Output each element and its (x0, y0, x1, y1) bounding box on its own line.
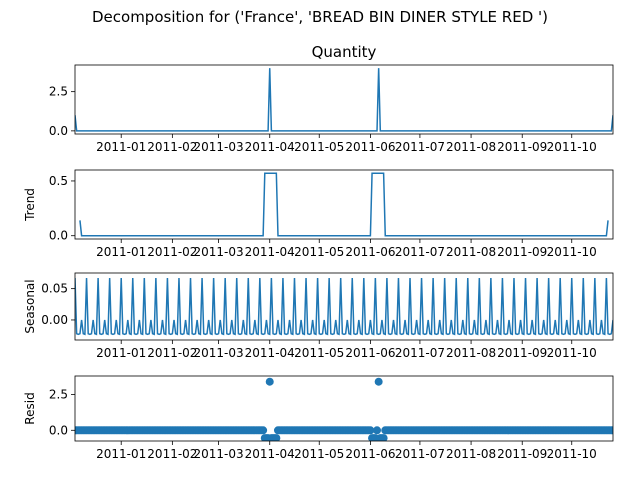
y-tick-label: 0.0 (49, 124, 68, 138)
resid-point (259, 426, 268, 435)
x-tick-label: 2011-06 (345, 245, 395, 259)
plot-area (75, 68, 613, 132)
resid-point (265, 377, 274, 386)
x-tick-label: 2011-04 (245, 245, 295, 259)
x-tick-label: 2011-06 (345, 140, 395, 154)
panel-title: Quantity (312, 43, 377, 61)
plot-area (75, 377, 613, 441)
x-tick-label: 2011-02 (147, 346, 197, 360)
panel-frame (74, 169, 614, 240)
x-tick-label: 2011-01 (96, 140, 146, 154)
y-tick-label: 0.05 (41, 282, 68, 296)
x-tick-label: 2011-09 (497, 140, 547, 154)
x-tick-label: 2011-02 (147, 245, 197, 259)
resid-point (373, 426, 382, 435)
x-tick-label: 2011-08 (446, 245, 496, 259)
x-tick-label: 2011-07 (395, 245, 445, 259)
y-tick-label: 0.0 (49, 229, 68, 243)
panel-frame (74, 375, 614, 442)
x-tick-label: 2011-05 (294, 346, 344, 360)
panel-frame (74, 272, 614, 341)
x-tick-label: 2011-04 (245, 346, 295, 360)
plot-area (79, 172, 609, 237)
x-tick-label: 2011-01 (96, 447, 146, 461)
x-tick-label: 2011-03 (194, 447, 244, 461)
trend-series-line (79, 172, 609, 237)
x-tick-label: 2011-02 (147, 447, 197, 461)
x-tick-label: 2011-05 (294, 140, 344, 154)
x-tick-label: 2011-06 (345, 447, 395, 461)
panel-ylabel: Trend (23, 188, 37, 222)
seasonal-series-line (75, 277, 613, 336)
x-tick-label: 2011-03 (194, 245, 244, 259)
x-tick-label: 2011-07 (395, 140, 445, 154)
resid-point (374, 377, 383, 386)
x-tick-label: 2011-09 (497, 245, 547, 259)
resid-point (379, 434, 388, 441)
panel-frame (74, 64, 614, 135)
x-tick-label: 2011-09 (497, 447, 547, 461)
x-tick-label: 2011-01 (96, 245, 146, 259)
panel-ylabel: Seasonal (23, 279, 37, 333)
x-tick-label: 2011-01 (96, 346, 146, 360)
y-tick-label: 0.5 (49, 174, 68, 188)
y-tick-label: 0.00 (41, 313, 68, 327)
y-tick-label: 0.0 (49, 423, 68, 437)
x-tick-label: 2011-03 (194, 140, 244, 154)
x-tick-label: 2011-10 (547, 245, 597, 259)
x-tick-label: 2011-07 (395, 447, 445, 461)
x-tick-label: 2011-08 (446, 346, 496, 360)
quantity-series-line (75, 68, 613, 132)
x-tick-label: 2011-02 (147, 140, 197, 154)
resid-point (366, 426, 375, 435)
x-tick-label: 2011-05 (294, 245, 344, 259)
x-tick-label: 2011-10 (547, 346, 597, 360)
x-tick-label: 2011-10 (547, 447, 597, 461)
figure-suptitle: Decomposition for ('France', 'BREAD BIN … (92, 8, 548, 26)
x-tick-label: 2011-10 (547, 140, 597, 154)
x-tick-label: 2011-06 (345, 346, 395, 360)
y-tick-label: 2.5 (49, 85, 68, 99)
y-tick-label: 2.5 (49, 388, 68, 402)
x-tick-label: 2011-04 (245, 447, 295, 461)
x-tick-label: 2011-04 (245, 140, 295, 154)
resid-point (609, 426, 613, 435)
x-tick-label: 2011-08 (446, 140, 496, 154)
x-tick-label: 2011-03 (194, 346, 244, 360)
x-tick-label: 2011-09 (497, 346, 547, 360)
resid-point (272, 434, 281, 441)
x-tick-label: 2011-05 (294, 447, 344, 461)
x-tick-label: 2011-07 (395, 346, 445, 360)
panel-ylabel: Resid (23, 392, 37, 424)
x-tick-label: 2011-08 (446, 447, 496, 461)
plot-area (75, 277, 613, 336)
